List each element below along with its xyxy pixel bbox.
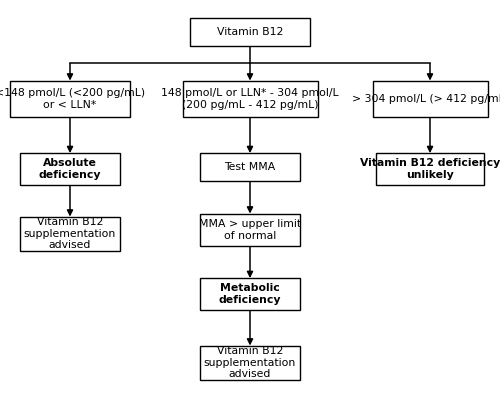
Text: Vitamin B12
supplementation
advised: Vitamin B12 supplementation advised (204, 346, 296, 379)
Text: 148 pmol/L or LLN* - 304 pmol/L
(200 pg/mL - 412 pg/mL): 148 pmol/L or LLN* - 304 pmol/L (200 pg/… (161, 88, 339, 110)
FancyBboxPatch shape (190, 18, 310, 46)
FancyBboxPatch shape (372, 81, 488, 117)
Text: Absolute
deficiency: Absolute deficiency (39, 158, 101, 180)
Text: <148 pmol/L (<200 pg/mL)
or < LLN*: <148 pmol/L (<200 pg/mL) or < LLN* (0, 88, 145, 110)
Text: MMA > upper limit
of normal: MMA > upper limit of normal (199, 219, 301, 241)
FancyBboxPatch shape (10, 81, 130, 117)
Text: Metabolic
deficiency: Metabolic deficiency (219, 283, 281, 305)
FancyBboxPatch shape (200, 153, 300, 181)
FancyBboxPatch shape (376, 153, 484, 185)
FancyBboxPatch shape (182, 81, 318, 117)
FancyBboxPatch shape (20, 153, 120, 185)
Text: > 304 pmol/L (> 412 pg/mL): > 304 pmol/L (> 412 pg/mL) (352, 94, 500, 104)
FancyBboxPatch shape (200, 214, 300, 246)
Text: Test MMA: Test MMA (224, 162, 276, 172)
Text: Vitamin B12
supplementation
advised: Vitamin B12 supplementation advised (24, 217, 116, 250)
Text: Vitamin B12: Vitamin B12 (217, 27, 283, 37)
FancyBboxPatch shape (20, 217, 120, 251)
FancyBboxPatch shape (200, 278, 300, 310)
FancyBboxPatch shape (200, 345, 300, 380)
Text: Vitamin B12 deficiency
unlikely: Vitamin B12 deficiency unlikely (360, 158, 500, 180)
